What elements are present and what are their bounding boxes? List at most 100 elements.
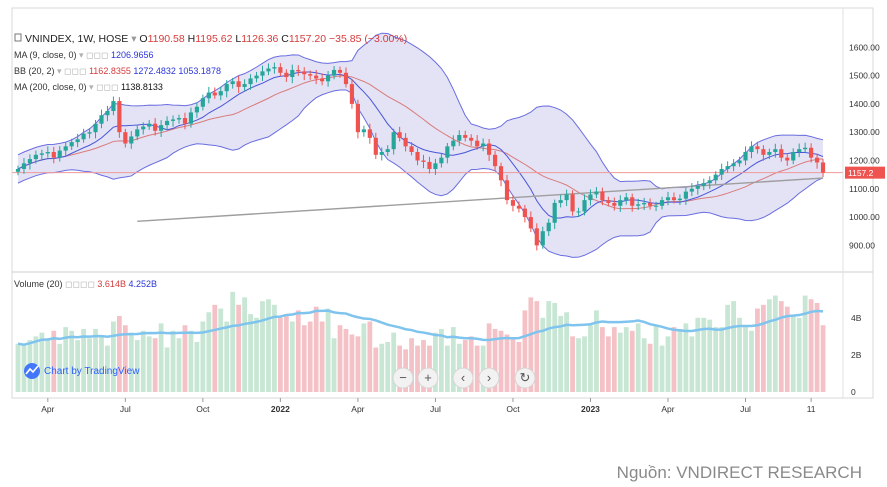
candle-body bbox=[230, 81, 235, 85]
volume-bar bbox=[182, 325, 188, 392]
collapse-legend-icon[interactable] bbox=[14, 33, 22, 42]
candle-body bbox=[308, 74, 313, 76]
volume-bar bbox=[307, 321, 313, 392]
volume-bar bbox=[522, 310, 528, 392]
volume-bar bbox=[707, 319, 713, 392]
indicator-legend-1: BB (20, 2) ▾ ◻◻◻ 1162.8355 1272.4832 105… bbox=[14, 66, 221, 76]
volume-bar bbox=[361, 323, 367, 392]
volume-bar bbox=[647, 343, 653, 392]
volume-bar bbox=[784, 306, 790, 392]
volume-bar bbox=[796, 317, 802, 392]
indicator-settings-icon[interactable]: ▾ ◻◻◻ bbox=[89, 82, 121, 92]
reset-chart-button[interactable]: ↻ bbox=[514, 367, 536, 389]
indicator-legend-0: MA (9, close, 0) ▾ ◻◻◻ 1206.9656 bbox=[14, 50, 154, 60]
volume-bar bbox=[206, 312, 212, 392]
volume-bar bbox=[313, 306, 319, 392]
candle-body bbox=[820, 162, 826, 173]
volume-bar bbox=[713, 327, 719, 392]
zoom-in-button[interactable]: + bbox=[417, 367, 439, 389]
volume-bar bbox=[254, 317, 259, 392]
indicator-label: BB (20, 2) bbox=[14, 66, 57, 76]
indicator-settings-icon[interactable]: ▾ ◻◻◻ bbox=[57, 66, 89, 76]
volume-bar bbox=[99, 336, 104, 392]
candle-body bbox=[814, 157, 820, 163]
candle-body bbox=[164, 120, 170, 126]
candle-body bbox=[99, 115, 104, 124]
volume-bar bbox=[230, 291, 236, 392]
candle-body bbox=[433, 163, 438, 169]
volume-bar bbox=[480, 345, 486, 392]
candle-body bbox=[439, 157, 444, 164]
volume-settings-icon[interactable]: ◻◻◻◻ bbox=[65, 279, 97, 289]
volume-bar bbox=[331, 338, 337, 392]
candle-body bbox=[159, 125, 164, 131]
price-tick-label: 1200.00 bbox=[849, 155, 880, 165]
candle-body bbox=[612, 202, 617, 206]
volume-bar bbox=[75, 340, 81, 392]
candle-body bbox=[755, 146, 760, 150]
volume-bar bbox=[146, 336, 152, 392]
volume-bar bbox=[421, 340, 426, 392]
candle-body bbox=[504, 180, 510, 201]
candle-body bbox=[367, 129, 372, 138]
volume-bar bbox=[671, 327, 677, 392]
candle-body bbox=[391, 132, 396, 150]
volume-bar bbox=[683, 323, 689, 392]
volume-bar bbox=[510, 338, 516, 392]
candle-body bbox=[785, 157, 790, 161]
volume-bar bbox=[51, 330, 57, 392]
volume-bar bbox=[111, 321, 116, 392]
candle-body bbox=[170, 119, 176, 121]
candle-body bbox=[314, 75, 319, 79]
volume-bar bbox=[790, 315, 796, 392]
ohlc-value: 1157.20 bbox=[289, 33, 326, 45]
volume-bar bbox=[468, 336, 474, 392]
candle-body bbox=[331, 69, 337, 76]
volume-bar bbox=[415, 345, 420, 392]
candle-body bbox=[337, 69, 343, 73]
candle-body bbox=[773, 149, 778, 152]
tradingview-watermark: Chart by TradingView bbox=[44, 366, 140, 377]
volume-bar bbox=[236, 304, 242, 392]
volume-bar bbox=[731, 301, 736, 392]
bollinger-basis-line bbox=[17, 75, 824, 210]
volume-bar bbox=[355, 336, 361, 392]
volume-bar bbox=[659, 345, 665, 392]
ohlc-value: 1126.36 bbox=[241, 33, 278, 45]
zoom-out-button[interactable]: − bbox=[392, 367, 414, 389]
scroll-right-button[interactable]: › bbox=[478, 367, 500, 389]
candle-body bbox=[409, 146, 414, 152]
candle-body bbox=[87, 132, 92, 134]
ohlc-value: −35.85 (−3.00%) bbox=[326, 33, 407, 45]
volume-bar bbox=[635, 323, 641, 392]
candle-body bbox=[343, 72, 349, 85]
time-tick-label: Apr bbox=[41, 404, 54, 414]
indicator-settings-icon[interactable]: ▾ ◻◻◻ bbox=[79, 50, 111, 60]
volume-bar bbox=[749, 330, 754, 392]
volume-bar bbox=[188, 330, 194, 392]
time-tick-label: Apr bbox=[351, 404, 364, 414]
volume-bar bbox=[594, 310, 599, 392]
candle-body bbox=[421, 160, 426, 162]
price-tick-label: 1400.00 bbox=[849, 99, 880, 109]
candle-body bbox=[242, 84, 247, 87]
volume-bar bbox=[552, 302, 558, 392]
volume-bar bbox=[486, 323, 492, 392]
volume-bar bbox=[283, 314, 289, 392]
scroll-left-button[interactable]: ‹ bbox=[452, 367, 474, 389]
bollinger-lower-line bbox=[17, 89, 824, 258]
time-tick-label: Jul bbox=[740, 404, 751, 414]
volume-bar bbox=[600, 327, 605, 392]
candle-body bbox=[510, 200, 516, 206]
candle-body bbox=[481, 143, 486, 147]
candle-body bbox=[731, 163, 736, 167]
price-pane bbox=[12, 32, 843, 258]
candle-body bbox=[719, 168, 724, 175]
volume-bar bbox=[772, 295, 778, 392]
candle-body bbox=[743, 152, 748, 161]
volume-bar bbox=[546, 301, 552, 392]
volume-bar bbox=[128, 332, 134, 392]
candle-body bbox=[141, 126, 146, 130]
candle-body bbox=[576, 211, 581, 213]
volume-bar bbox=[39, 332, 45, 392]
